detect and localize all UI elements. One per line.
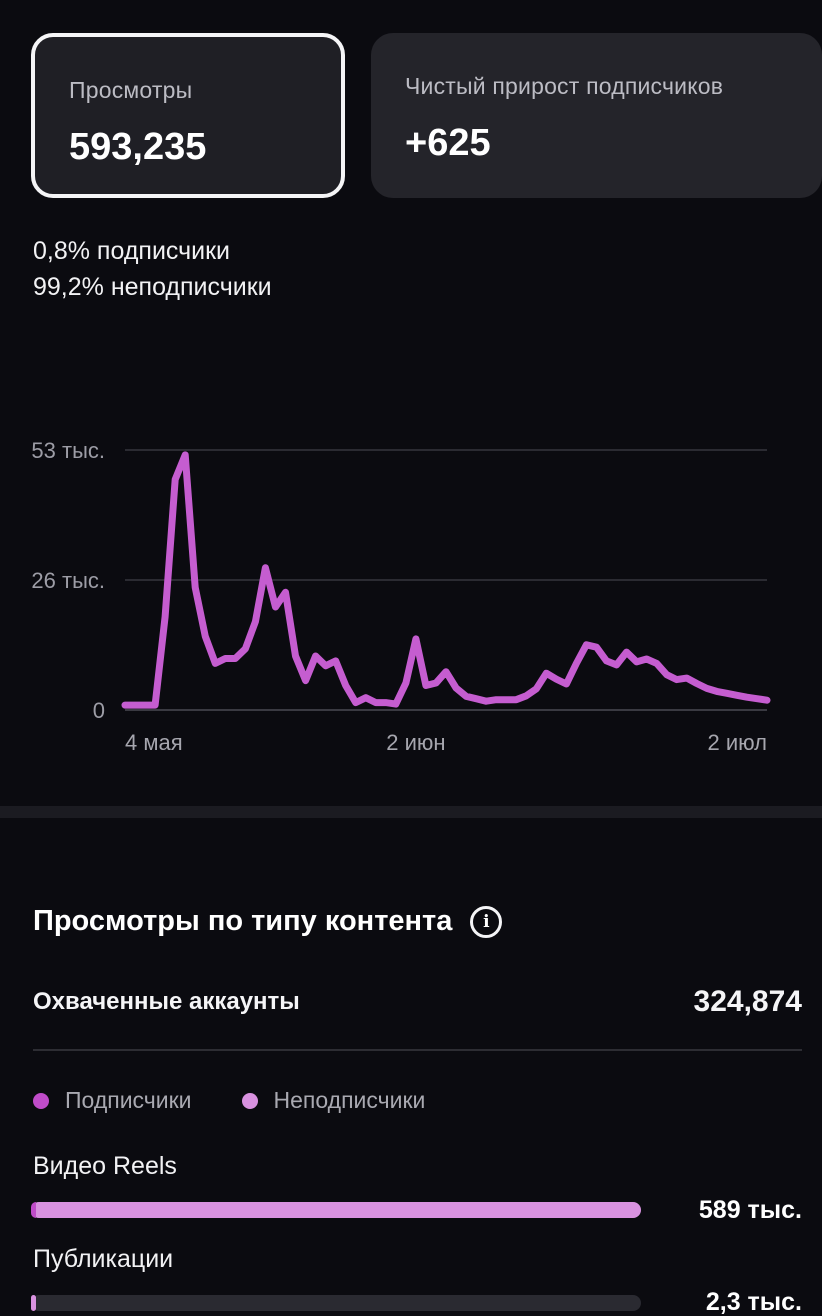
y-tick-label: 53 тыс. [31,438,105,463]
views-line-chart: 53 тыс. 26 тыс. 0 4 мая 2 июн 2 июл [31,438,771,755]
reels-row-value: 589 тыс. [698,1196,802,1224]
net-followers-card-value: +625 [405,122,491,164]
info-icon[interactable]: i [470,905,503,938]
accounts-reached-label: Охваченные аккаунты [33,988,300,1015]
reels-bar-followers-fill [31,1202,36,1218]
legend-dot-followers [33,1092,49,1109]
posts-bar-fill [31,1295,36,1311]
net-followers-card-label: Чистый прирост подписчиков [405,73,724,99]
x-tick-label: 4 мая [125,730,183,755]
legend-item-non-followers: Неподписчики [241,1087,426,1114]
x-tick-label: 2 июн [386,730,445,755]
non-followers-share: 99,2% неподписчики [33,273,272,301]
views-series-line [121,451,771,709]
divider [33,1049,802,1051]
content-type-heading: Просмотры по типу контента i [33,905,503,938]
net-followers-card[interactable]: Чистый прирост подписчиков +625 [371,33,822,198]
reels-bar [31,1202,641,1218]
legend-item-followers: Подписчики [33,1087,192,1114]
section-divider [0,806,822,818]
y-tick-label: 0 [93,698,105,723]
accounts-reached-value: 324,874 [693,985,802,1018]
views-card-label: Просмотры [69,77,193,103]
content-type-title: Просмотры по типу контента [33,905,453,937]
legend-label-followers: Подписчики [65,1087,192,1113]
followers-share: 0,8% подписчики [33,237,231,265]
audience-split: 0,8% подписчики 99,2% неподписчики [33,233,272,305]
views-card[interactable]: Просмотры 593,235 [31,33,345,198]
accounts-reached-row: Охваченные аккаунты 324,874 [33,985,802,1019]
posts-row-label: Публикации [33,1245,174,1273]
x-tick-label: 2 июл [708,730,768,755]
legend-dot-non-followers [241,1092,258,1109]
audience-legend: Подписчики Неподписчики [33,1087,475,1114]
views-card-value: 593,235 [69,126,207,168]
reels-row-label: Видео Reels [33,1152,177,1180]
legend-label-non-followers: Неподписчики [273,1087,426,1113]
y-tick-label: 26 тыс. [31,568,105,593]
posts-row-value: 2,3 тыс. [705,1288,802,1316]
posts-bar [31,1295,641,1311]
reels-bar-fill [31,1202,641,1218]
